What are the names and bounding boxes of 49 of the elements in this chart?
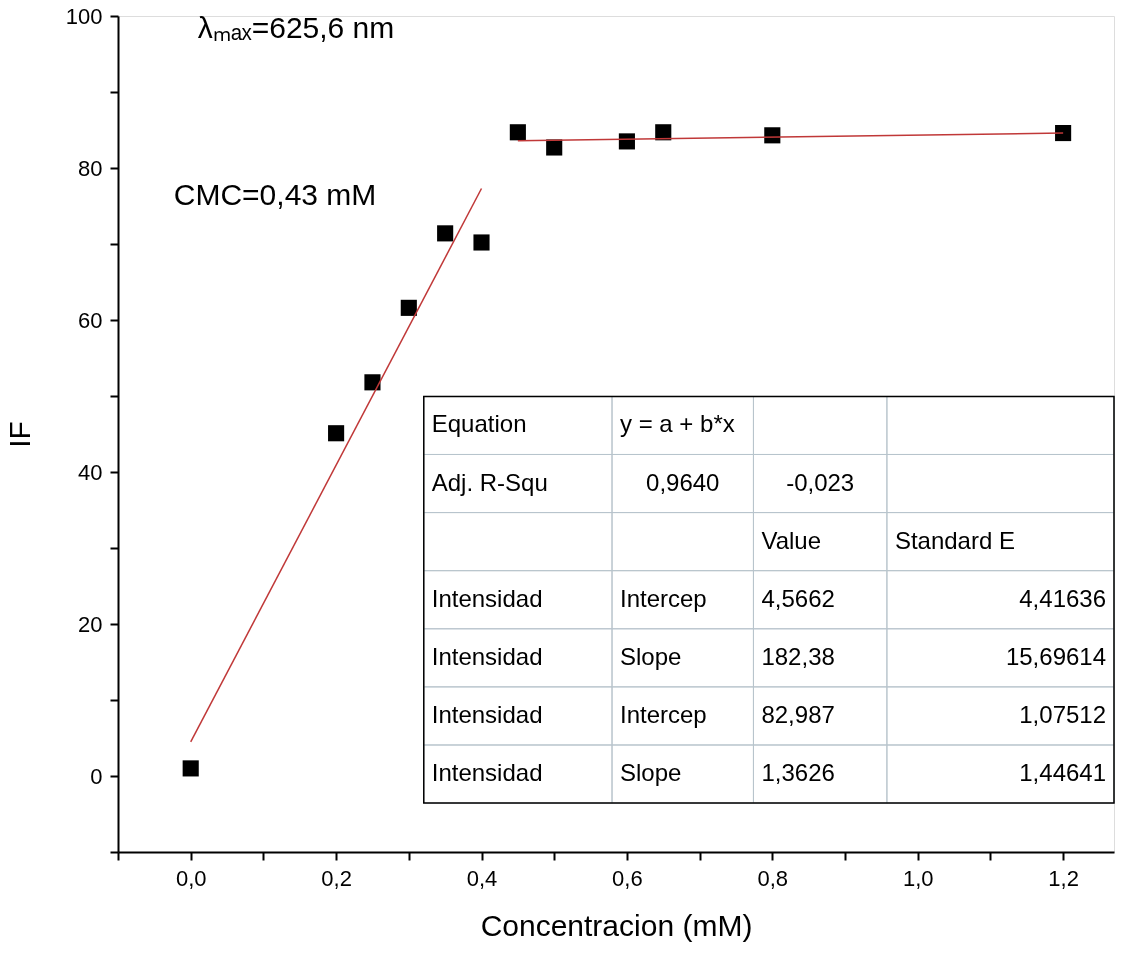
annotation: Intensidad [431,642,543,670]
point [400,299,417,316]
annotation: 1,3626 [761,759,835,787]
x-tick-label: 0,8 [757,865,789,891]
point [473,234,490,251]
annotation: Slope [619,759,682,787]
annotation: 1,07512 [1019,700,1107,728]
y-tick-label: 40 [78,459,103,485]
annotation: Intercep [619,584,707,612]
x-tick-label: 0,4 [466,865,498,891]
annotation: 15,69614 [1005,642,1107,670]
x-tick-label: 1,0 [902,865,934,891]
point [364,374,381,391]
x-tick-label: 0,0 [175,865,207,891]
annotation: y = a + b*x [619,410,735,438]
annotation: 182,38 [761,642,835,670]
y-tick-label: 100 [65,3,103,29]
point [328,425,345,442]
annotation: 82,987 [761,700,835,728]
annotation: λₘₐₓ=625,6 nm [197,11,395,45]
annotation: Adj. R-Squ [431,468,548,496]
point [1055,124,1072,142]
point [509,124,526,141]
annotation: Slope [619,642,682,670]
annotation: Intensidad [431,759,543,787]
annotation: 0,9640 [646,468,720,496]
y-tick-label: 80 [78,155,103,181]
x-axis-title: Concentracion (mM) [480,908,753,942]
point [182,760,199,777]
annotation: CMC=0,43 mM [173,177,377,211]
annotation: 4,5662 [761,584,835,612]
annotation: Intensidad [431,584,543,612]
point [655,124,672,141]
annotation: Value [761,526,822,554]
annotation: Intensidad [431,700,543,728]
x-tick-label: 1,2 [1048,865,1079,891]
annotation: Intercep [619,700,707,728]
annotation: 4,41636 [1019,584,1107,612]
y-tick-label: 20 [78,611,103,637]
annotation: -0,023 [786,468,855,496]
y-axis-title: IF [2,421,36,448]
x-tick-label: 0,2 [321,865,352,891]
annotation: Equation [431,410,527,438]
annotation: Standard E [894,526,1015,554]
y-tick-label: 60 [78,307,103,333]
y-tick-label: 0 [90,763,103,789]
annotation: 1,44641 [1019,759,1107,787]
x-tick-label: 0,6 [612,865,643,891]
point [437,225,454,242]
